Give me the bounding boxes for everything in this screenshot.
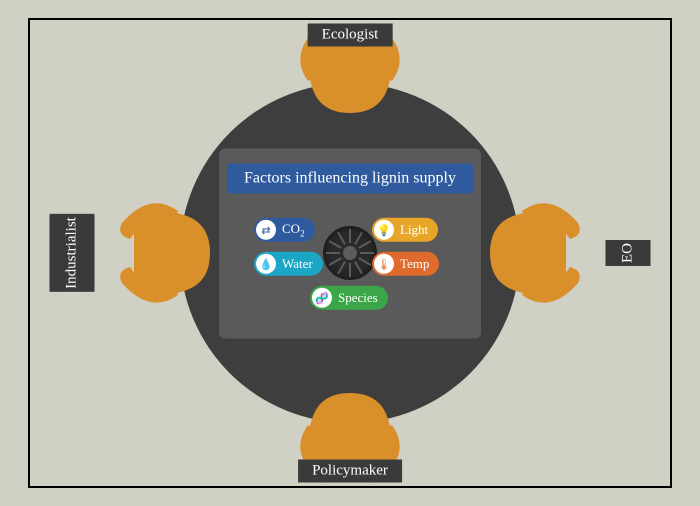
- factor-label-species: Species: [338, 290, 378, 306]
- factor-pill-co2: ⇄ CO2: [254, 218, 315, 242]
- factor-label-temp: Temp: [400, 256, 429, 272]
- factor-icon-temp: 🌡: [374, 254, 394, 274]
- person-industrialist: [114, 183, 234, 323]
- factor-label-co2: CO2: [282, 221, 305, 239]
- role-label-policymaker: Policymaker: [298, 460, 402, 483]
- factors-title-text: Factors influencing lignin supply: [244, 170, 456, 187]
- factor-label-water: Water: [282, 256, 313, 272]
- hub-spokes-icon: [323, 226, 377, 280]
- factor-pill-species: 🧬 Species: [310, 286, 388, 310]
- factor-pill-temp: 🌡 Temp: [372, 252, 439, 276]
- factor-pill-light: 💡 Light: [372, 218, 438, 242]
- role-label-ecologist: Ecologist: [308, 24, 393, 47]
- factor-icon-co2: ⇄: [256, 220, 276, 240]
- factor-icon-species: 🧬: [312, 288, 332, 308]
- table-hub: [323, 226, 377, 280]
- diagram-stage: Factors influencing lignin supply ⇄ CO2 💡 L…: [28, 18, 672, 488]
- factor-pill-water: 💧 Water: [254, 252, 323, 276]
- factors-title: Factors influencing lignin supply: [227, 164, 473, 194]
- factor-label-light: Light: [400, 222, 428, 238]
- role-label-eo: EO: [606, 240, 651, 266]
- role-label-industrialist: Industrialist: [50, 214, 95, 292]
- person-eo: [466, 183, 586, 323]
- factor-icon-light: 💡: [374, 220, 394, 240]
- factor-icon-water: 💧: [256, 254, 276, 274]
